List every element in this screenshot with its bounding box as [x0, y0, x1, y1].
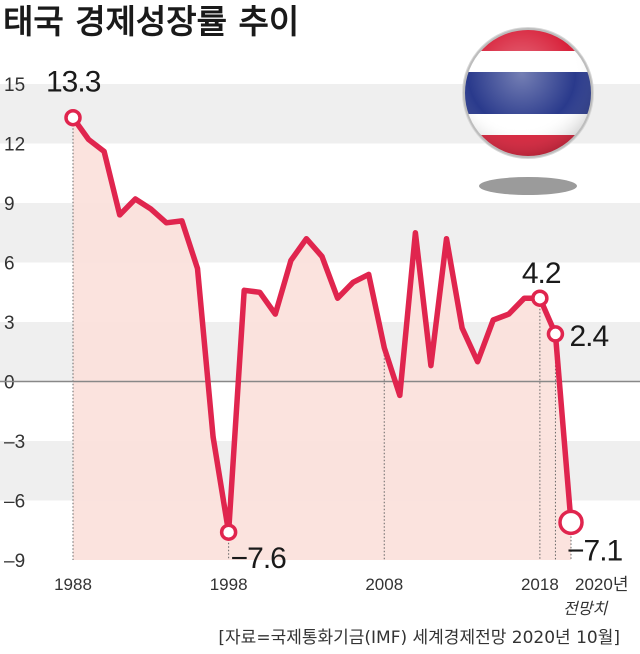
y-tick-label: 9 — [4, 194, 15, 215]
area-layer — [73, 117, 571, 560]
y-tick-label: 6 — [4, 254, 15, 275]
data-label: 13.3 — [46, 66, 101, 99]
y-tick-label: –3 — [4, 432, 25, 453]
series-line — [70, 114, 574, 535]
data-labels: 13.3 −7.6 4.22.4 −7.1 — [46, 66, 624, 576]
data-label: −7.6 — [231, 542, 287, 575]
data-marker — [558, 509, 584, 536]
source-note: [자료=국제통화기금(IMF) 세계경제전망 2020년 10월] — [218, 628, 620, 648]
x-tick-label: 2018 — [521, 575, 559, 594]
line-layer — [70, 114, 574, 535]
data-label: −7.1 — [567, 534, 623, 567]
data-marker — [546, 325, 565, 343]
x-tick-sublabel: 전망치 — [563, 599, 608, 618]
y-tick-label: –6 — [4, 492, 25, 513]
data-marker — [64, 108, 82, 127]
x-tick-label: 2020년 — [575, 575, 628, 594]
y-tick-label: 3 — [4, 313, 15, 334]
data-label: 4.2 — [522, 257, 561, 290]
y-tick-label: 15 — [4, 75, 25, 96]
y-tick-label: 0 — [4, 373, 15, 394]
x-tick-label: 2008 — [365, 575, 403, 594]
data-marker — [531, 289, 549, 307]
data-label: 2.4 — [569, 320, 608, 353]
data-marker — [219, 523, 238, 541]
thailand-flag-icon — [462, 27, 594, 195]
chart-title: 태국 경제성장률 추이 — [3, 2, 299, 41]
y-tick-label: –9 — [4, 551, 25, 572]
markers — [64, 108, 584, 541]
y-axis: 15 12 9 6 3 0 –3 –6 –9 — [4, 75, 25, 572]
x-tick-label: 1988 — [54, 575, 92, 594]
x-tick-label: 1998 — [210, 575, 248, 594]
y-tick-label: 12 — [4, 135, 25, 156]
drop-lines — [72, 117, 572, 560]
area-fill — [73, 117, 571, 560]
